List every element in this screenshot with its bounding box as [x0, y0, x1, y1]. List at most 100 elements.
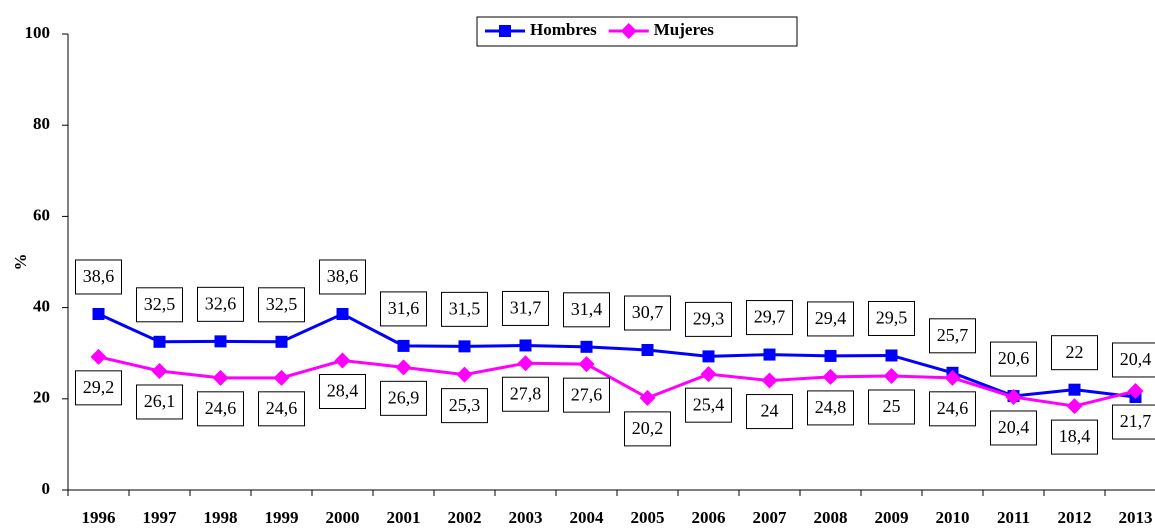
data-label: 24,6: [266, 398, 298, 418]
x-tick-label: 2003: [509, 508, 543, 527]
marker: [1066, 398, 1083, 415]
data-label-box: [441, 291, 488, 327]
legend-marker: [620, 23, 637, 39]
x-tick-label: 2010: [936, 508, 970, 527]
marker: [885, 349, 898, 362]
data-label-box: [136, 287, 183, 323]
data-label-box: [685, 301, 732, 337]
y-tick-label: 100: [25, 23, 51, 42]
x-tick-label: 2004: [570, 508, 605, 527]
data-label: 18,4: [1059, 426, 1091, 446]
data-label: 31,7: [510, 298, 542, 318]
line: [98, 355, 1136, 408]
data-label-box: [1051, 419, 1098, 455]
marker: [397, 339, 410, 352]
x-tick-label: 1999: [265, 508, 299, 527]
data-label: 31,6: [388, 298, 420, 318]
x-tick-label: 2007: [753, 508, 788, 527]
marker: [639, 389, 656, 406]
legend-box: [476, 16, 798, 47]
data-label: 29,3: [693, 309, 725, 329]
data-label: 27,8: [510, 383, 542, 403]
data-label-box: [868, 389, 915, 425]
data-label-box: [1112, 342, 1155, 378]
marker: [517, 355, 534, 372]
data-label-box: [75, 370, 122, 406]
x-tick-label: 2009: [875, 508, 909, 527]
marker: [456, 366, 473, 383]
data-label: 28,4: [327, 381, 359, 401]
data-label: 20,6: [998, 348, 1030, 368]
data-label-box: [929, 318, 976, 354]
data-label-box: [197, 391, 244, 427]
data-label-box: [319, 373, 366, 409]
marker: [275, 335, 288, 348]
data-label-box: [868, 300, 915, 336]
data-label: 30,7: [632, 302, 664, 322]
y-tick-label: 0: [42, 479, 51, 498]
data-label: 29,5: [876, 308, 908, 328]
data-label-box: [624, 295, 671, 331]
data-label: 25,3: [449, 395, 481, 415]
x-tick-label: 1996: [82, 508, 116, 527]
data-label: 24,6: [205, 398, 237, 418]
marker: [883, 368, 900, 384]
x-tick-label: 1997: [143, 508, 178, 527]
y-tick-label: 40: [33, 297, 50, 316]
marker: [519, 339, 532, 352]
y-tick-label: 80: [33, 114, 50, 133]
x-tick-label: 2000: [326, 508, 360, 527]
marker: [151, 362, 168, 379]
marker: [700, 366, 717, 383]
data-label-box: [807, 301, 854, 337]
marker: [641, 344, 654, 357]
marker: [395, 359, 412, 376]
marker: [214, 335, 227, 348]
x-tick-label: 2012: [1058, 508, 1092, 527]
data-label-box: [563, 377, 610, 413]
marker: [1068, 383, 1081, 396]
x-tick-label: 2001: [387, 508, 421, 527]
data-label: 20,4: [1120, 349, 1152, 369]
data-label-box: [75, 259, 122, 295]
data-label-box: [258, 391, 305, 427]
data-label-box: [1051, 335, 1098, 371]
marker: [336, 307, 349, 320]
marker: [153, 335, 166, 348]
data-label: 38,6: [83, 266, 115, 286]
x-tick-label: 2006: [692, 508, 726, 527]
x-tick-label: 2011: [997, 508, 1030, 527]
data-label-box: [929, 391, 976, 427]
data-label: 20,2: [632, 418, 664, 438]
marker: [702, 350, 715, 363]
marker: [273, 369, 290, 386]
marker: [334, 352, 351, 369]
data-label: 25,7: [937, 325, 969, 345]
data-label: 26,1: [144, 391, 176, 411]
data-label: 31,5: [449, 298, 481, 318]
x-tick-label: 2013: [1119, 508, 1153, 527]
marker: [944, 369, 961, 386]
data-label-box: [624, 411, 671, 447]
data-label: 27,6: [571, 384, 603, 404]
data-label-box: [746, 394, 793, 430]
marker: [763, 348, 776, 361]
data-label: 24,8: [815, 397, 847, 417]
x-tick-label: 2002: [448, 508, 482, 527]
line: [97, 312, 1136, 399]
marker: [580, 340, 593, 353]
data-label: 29,4: [815, 308, 847, 328]
marker: [212, 369, 229, 386]
data-label-box: [807, 390, 854, 426]
data-label-box: [197, 286, 244, 322]
data-label-box: [380, 380, 427, 416]
data-label: 26,9: [388, 387, 420, 407]
data-label: 38,6: [327, 266, 359, 286]
legend-label: Hombres: [530, 20, 597, 39]
data-label-box: [502, 290, 549, 326]
data-label-box: [502, 376, 549, 412]
data-label-box: [1112, 404, 1155, 440]
x-tick-label: 2008: [814, 508, 848, 527]
data-label-box: [990, 341, 1037, 377]
